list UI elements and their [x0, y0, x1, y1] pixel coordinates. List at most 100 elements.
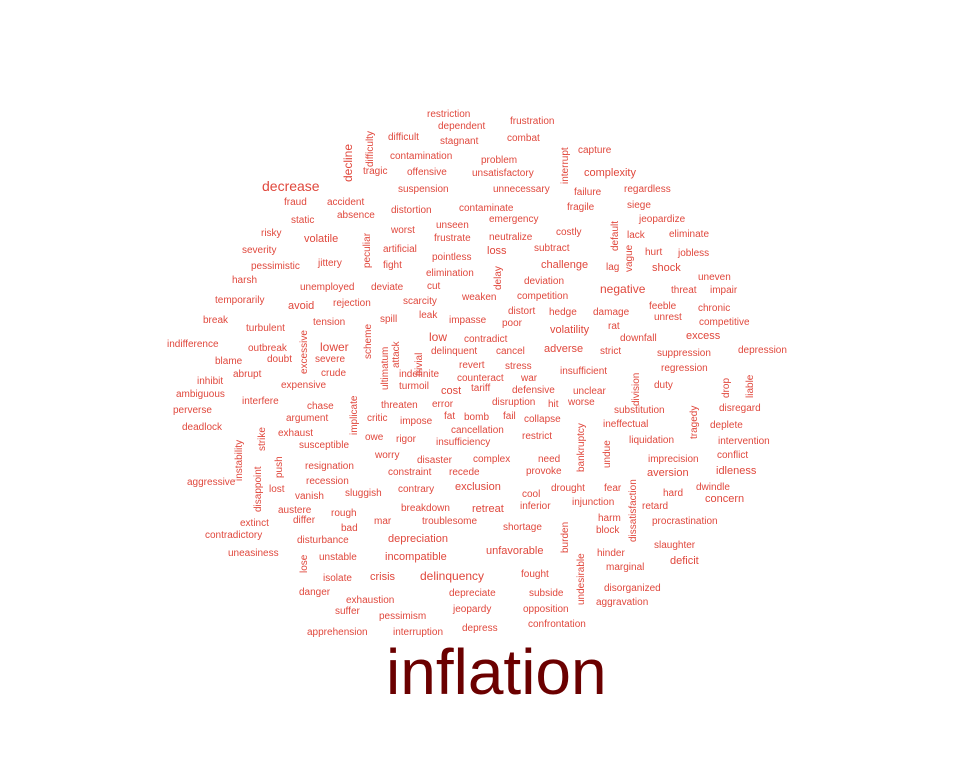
cloud-word: counteract: [457, 373, 504, 384]
cloud-word: ultimatum: [380, 346, 391, 390]
cloud-word: isolate: [323, 573, 352, 584]
cloud-word: disregard: [719, 403, 761, 414]
cloud-word: regression: [661, 363, 708, 374]
cloud-word: contrary: [398, 484, 435, 495]
cloud-word: hard: [663, 488, 684, 499]
cloud-word: suffer: [335, 606, 360, 617]
cloud-word: impasse: [449, 315, 487, 326]
cloud-word: attack: [391, 341, 402, 368]
cloud-word: severity: [242, 245, 277, 256]
cloud-word: pessimistic: [251, 261, 300, 272]
cloud-word: unnecessary: [493, 184, 550, 195]
cloud-word: restrict: [522, 431, 552, 442]
cloud-word: war: [521, 373, 538, 384]
cloud-word: slaughter: [654, 540, 696, 551]
cloud-word: troublesome: [422, 516, 478, 527]
cloud-word: fight: [383, 260, 402, 271]
cloud-word: offensive: [407, 167, 447, 178]
cloud-word: aversion: [647, 467, 689, 479]
cloud-word: defensive: [512, 385, 555, 396]
cloud-word: blame: [215, 356, 243, 367]
cloud-word: pointless: [432, 252, 472, 263]
cloud-word: disorganized: [604, 583, 661, 594]
cloud-word: incompatible: [385, 551, 447, 563]
cloud-word: risky: [261, 228, 282, 239]
cloud-word: vague: [624, 244, 635, 272]
cloud-word: unrest: [654, 312, 682, 323]
cloud-word: stagnant: [440, 136, 479, 147]
cloud-word: implicate: [349, 395, 360, 435]
cloud-word: breakdown: [401, 503, 450, 514]
cloud-word: error: [432, 399, 454, 410]
cloud-word: lose: [299, 554, 310, 573]
cloud-word: procrastination: [652, 516, 718, 527]
cloud-word: impose: [400, 416, 433, 427]
cloud-word: complexity: [584, 167, 636, 179]
cloud-word: argument: [286, 413, 329, 424]
cloud-word: depreciation: [388, 533, 448, 545]
cloud-word: doubt: [267, 354, 293, 365]
cloud-word: recede: [449, 467, 480, 478]
cloud-word: abrupt: [233, 369, 262, 380]
cloud-word: rat: [608, 321, 620, 332]
cloud-word: subtract: [534, 243, 570, 254]
cloud-word: cancellation: [451, 425, 504, 436]
cloud-word: contamination: [390, 151, 453, 162]
cloud-word: scarcity: [403, 296, 437, 307]
cloud-word: vanish: [295, 491, 324, 502]
cloud-word: ineffectual: [603, 419, 649, 430]
cloud-word: spill: [380, 314, 398, 325]
cloud-word: push: [274, 456, 285, 478]
cloud-word: apprehension: [307, 627, 368, 638]
cloud-word: ambiguous: [176, 389, 225, 400]
cloud-word: low: [429, 330, 448, 344]
cloud-word: threaten: [381, 400, 418, 411]
cloud-word: indifference: [167, 339, 219, 350]
cloud-word: differ: [293, 515, 316, 526]
cloud-word: depression: [738, 345, 787, 356]
cloud-word: inhibit: [197, 376, 224, 387]
cloud-word: outbreak: [248, 343, 287, 354]
cloud-word: rejection: [333, 298, 371, 309]
cloud-word: dissatisfaction: [628, 478, 639, 542]
cloud-word: unstable: [319, 552, 357, 563]
cloud-word: aggravation: [596, 597, 649, 608]
cloud-word: break: [203, 315, 229, 326]
cloud-word: hinder: [597, 548, 625, 559]
cloud-word: poor: [502, 318, 523, 329]
cloud-word: bankruptcy: [576, 423, 587, 472]
cloud-word: fear: [604, 483, 622, 494]
cloud-word: shortage: [503, 522, 542, 533]
cloud-word: combat: [507, 133, 540, 144]
cloud-word: negative: [600, 282, 646, 296]
cloud-word: collapse: [524, 414, 561, 425]
cloud-word: competitive: [699, 317, 750, 328]
cloud-word: idleness: [716, 465, 757, 477]
cloud-word: problem: [481, 155, 518, 166]
cloud-word: jittery: [318, 258, 342, 269]
cloud-word: challenge: [541, 259, 589, 271]
cloud-word: depreciate: [449, 588, 496, 599]
cloud-word: recession: [306, 476, 349, 487]
cloud-word: revert: [459, 360, 485, 371]
cloud-word: dependent: [438, 121, 486, 132]
cloud-word: jeopardize: [639, 214, 686, 225]
cloud-word: restriction: [427, 109, 471, 120]
cloud-word: substitution: [614, 405, 665, 416]
cloud-word: expensive: [281, 380, 327, 391]
cloud-word: retreat: [472, 503, 504, 515]
cloud-word: disruption: [492, 397, 536, 408]
cloud-word: avoid: [288, 300, 315, 312]
cloud-word: fragile: [567, 202, 595, 213]
cloud-word: feeble: [649, 301, 677, 312]
cloud-word: aggressive: [187, 477, 236, 488]
cloud-word: extinct: [240, 518, 269, 529]
cloud-word: siege: [627, 200, 651, 211]
cloud-word: distort: [508, 306, 536, 317]
cloud-word: perverse: [173, 405, 212, 416]
cloud-word: danger: [299, 587, 331, 598]
cloud-word: capture: [578, 145, 612, 156]
cloud-word: delinquency: [420, 569, 485, 583]
cloud-word: depress: [462, 623, 498, 634]
